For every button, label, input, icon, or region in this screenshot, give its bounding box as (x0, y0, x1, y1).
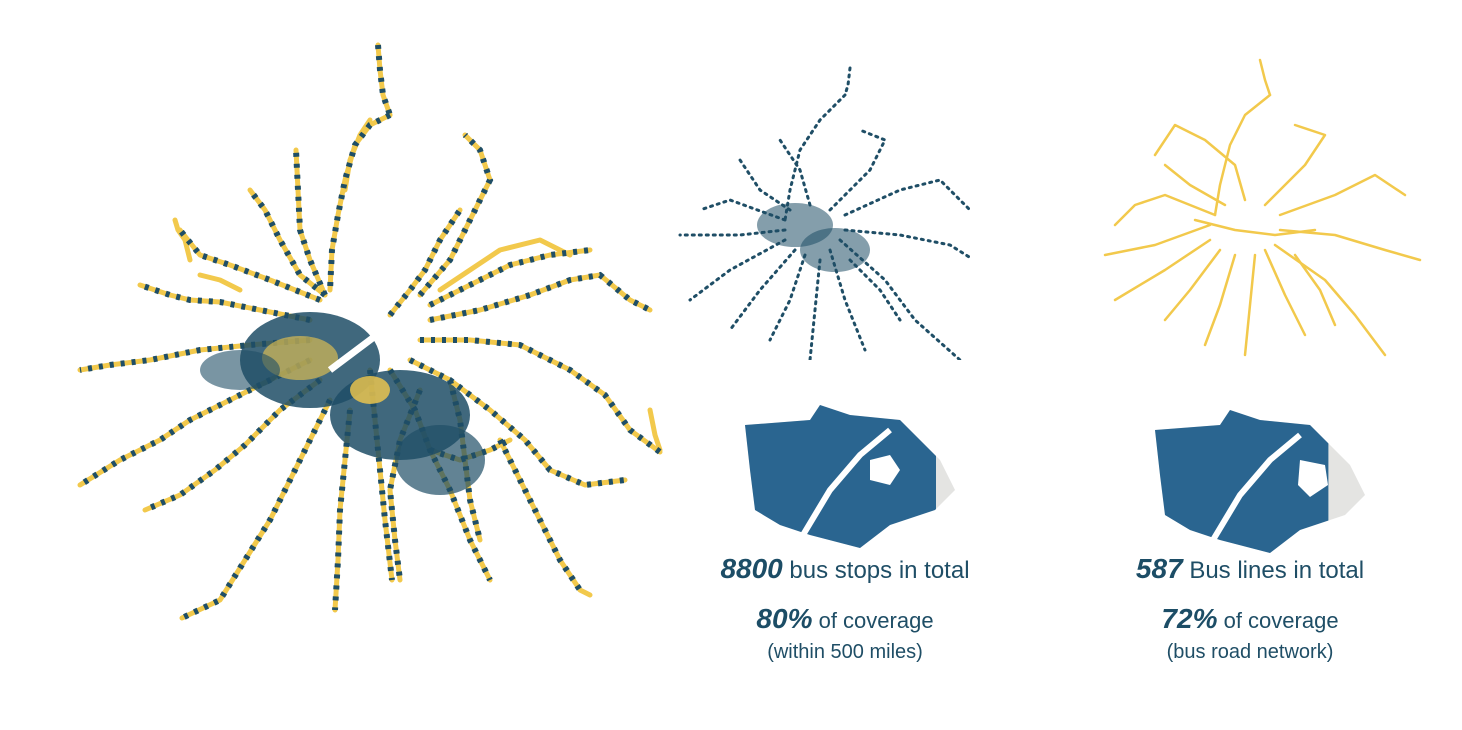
stops-stats: 8800 bus stops in total 80% of coverage … (690, 553, 1000, 664)
covered-area (745, 405, 936, 548)
stops-coverage-note: (within 500 miles) (767, 641, 923, 663)
lines-coverage-label: of coverage (1223, 608, 1339, 633)
lines-stats: 587 Bus lines in total 72% of coverage (… (1105, 553, 1395, 664)
stops-count-line: 8800 bus stops in total (690, 553, 1000, 585)
bus-stops-map (678, 66, 970, 360)
lines-count-label: Bus lines in total (1189, 557, 1365, 584)
stops-coverage-label: of coverage (818, 608, 934, 633)
stops-coverage-map (745, 405, 955, 548)
bus-lines-map (1103, 58, 1422, 357)
stops-count: 8800 (720, 553, 783, 584)
lines-count-line: 587 Bus lines in total (1105, 553, 1395, 585)
lines-count: 587 (1135, 553, 1183, 584)
dense-center-cluster (200, 312, 485, 495)
combined-network-map (77, 42, 663, 621)
lines-coverage-percent: 72% (1161, 603, 1218, 634)
lines-coverage-line: 72% of coverage (1105, 603, 1395, 635)
lines-coverage-map (1155, 410, 1365, 553)
stops-coverage-percent: 80% (756, 603, 813, 634)
bus-stops-layer (78, 44, 662, 621)
stops-count-label: bus stops in total (789, 557, 970, 584)
lines-coverage-note: (bus road network) (1166, 641, 1334, 663)
bus-lines-layer (77, 42, 663, 621)
stops-coverage-line: 80% of coverage (690, 603, 1000, 635)
